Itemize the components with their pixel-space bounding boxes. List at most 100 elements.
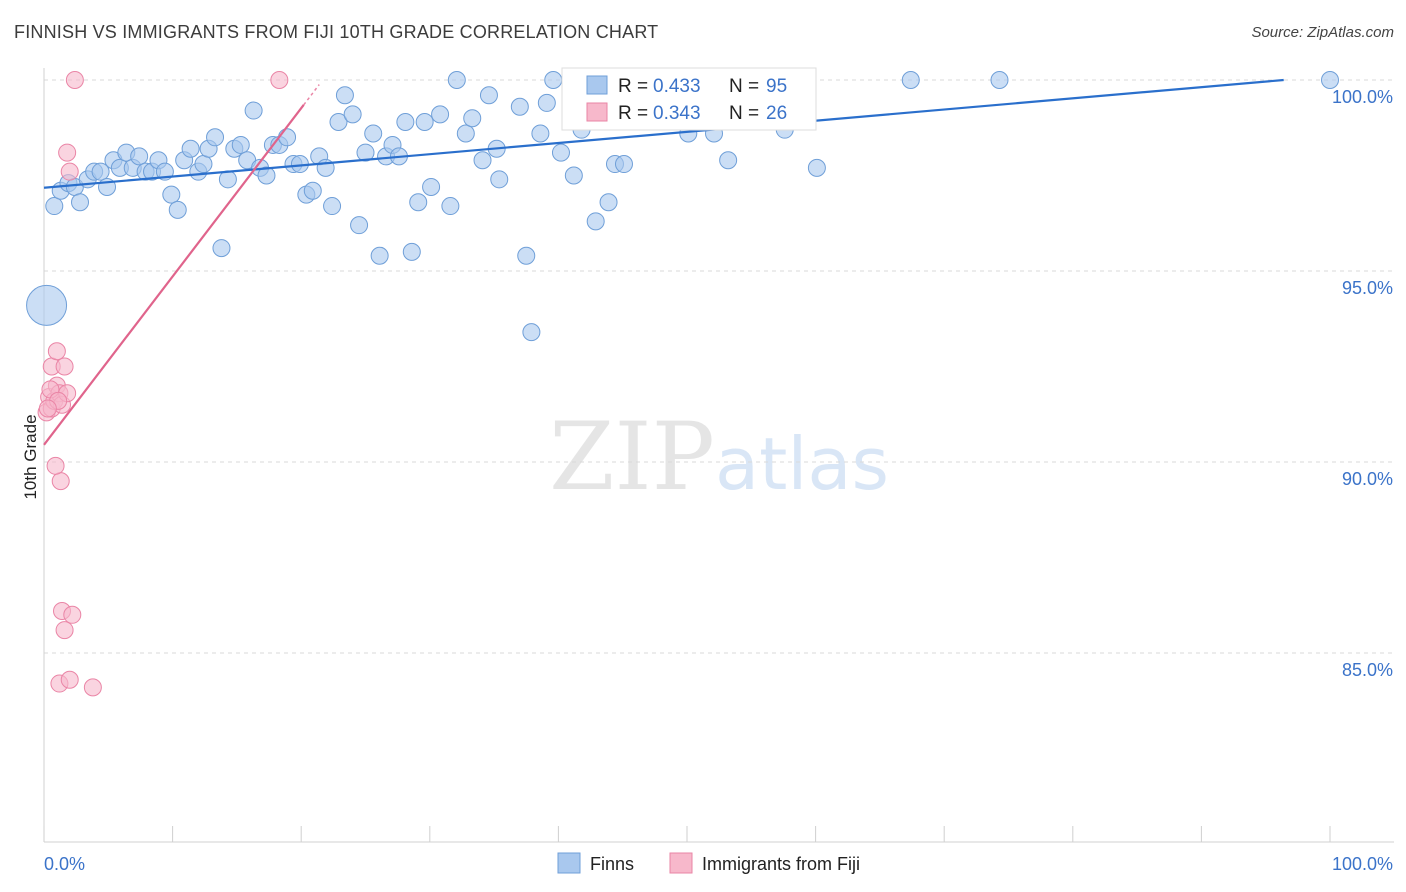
- finns-point-0: [26, 284, 68, 326]
- finns-point-89: [807, 158, 826, 177]
- y-tick-label-95: 95.0%: [1342, 278, 1393, 298]
- bottom-legend: Finns Immigrants from Fiji: [557, 852, 860, 874]
- fiji-trend-extension: [303, 84, 320, 106]
- fiji-point-13: [55, 357, 74, 376]
- watermark-atlas: atlas: [715, 422, 889, 506]
- finns-point-30: [231, 135, 250, 154]
- fiji-points: [37, 71, 289, 697]
- finns-point-24: [194, 155, 213, 174]
- stats-n-value-fiji: 26: [766, 103, 787, 124]
- finns-point-48: [350, 216, 369, 235]
- fiji-point-22: [46, 456, 65, 475]
- finns-point-37: [278, 128, 297, 147]
- finns-point-59: [422, 177, 441, 196]
- finns-point-74: [544, 71, 563, 89]
- finns-point-78: [586, 212, 605, 231]
- x-tick-label-max: 100.0%: [1332, 854, 1393, 874]
- fiji-point-21: [270, 71, 289, 89]
- stats-legend: R = 0.433 N = 95 R = 0.343 N = 26: [561, 67, 817, 131]
- fiji-point-19: [65, 71, 84, 89]
- finns-point-47: [343, 105, 362, 124]
- finns-point-55: [396, 113, 415, 132]
- finns-point-76: [564, 166, 583, 185]
- finns-point-50: [364, 124, 383, 143]
- finns-point-44: [323, 197, 342, 216]
- stats-r-label-finns: R =: [618, 76, 648, 97]
- finns-point-27: [212, 239, 231, 258]
- fiji-point-12: [55, 621, 74, 640]
- finns-point-41: [303, 181, 322, 200]
- legend-swatch-finns: [557, 852, 581, 874]
- fiji-point-9: [51, 472, 70, 491]
- finns-point-22: [181, 139, 200, 158]
- y-tick-label-90: 90.0%: [1342, 469, 1393, 489]
- fiji-point-17: [60, 670, 79, 689]
- finns-point-60: [431, 105, 450, 124]
- finns-point-49: [356, 143, 375, 162]
- stats-swatch-finns: [586, 75, 608, 95]
- y-tick-label-85: 85.0%: [1342, 660, 1393, 680]
- chart-title: FINNISH VS IMMIGRANTS FROM FIJI 10TH GRA…: [14, 22, 659, 42]
- fiji-point-5: [47, 342, 66, 361]
- finns-point-85: [719, 151, 738, 170]
- finns-point-79: [599, 193, 618, 212]
- stats-n-label-fiji: N =: [729, 103, 759, 124]
- finns-point-61: [441, 197, 460, 216]
- fiji-point-20: [83, 678, 102, 697]
- finns-point-46: [335, 86, 354, 105]
- legend-label-fiji: Immigrants from Fiji: [702, 854, 860, 874]
- finns-point-91: [990, 71, 1009, 89]
- finns-point-64: [463, 109, 482, 128]
- finns-trend-line: [43, 78, 1284, 189]
- finns-point-66: [479, 86, 498, 105]
- finns-point-81: [614, 155, 633, 174]
- finns-point-45: [329, 113, 348, 132]
- fiji-point-16: [60, 162, 79, 181]
- finns-point-70: [517, 246, 536, 265]
- finns-point-26: [206, 128, 225, 147]
- finns-point-14: [130, 147, 149, 166]
- finns-point-90: [901, 71, 920, 89]
- finns-point-56: [402, 242, 421, 261]
- stats-r-value-fiji: 0.343: [653, 103, 701, 124]
- finns-point-92: [1321, 71, 1339, 89]
- source-attribution: Source: ZipAtlas.com: [1251, 24, 1394, 41]
- fiji-point-25: [38, 399, 57, 418]
- stats-n-value-finns: 95: [766, 76, 787, 97]
- x-axis-ticks: [43, 826, 1331, 842]
- fiji-trend-line: [43, 104, 305, 446]
- finns-point-57: [409, 193, 428, 212]
- finns-point-58: [415, 113, 434, 132]
- finns-point-1: [45, 197, 64, 216]
- finns-point-72: [531, 124, 550, 143]
- finns-point-19: [162, 185, 181, 204]
- axes: [43, 68, 1394, 843]
- stats-swatch-fiji: [586, 102, 608, 122]
- finns-point-34: [257, 166, 276, 185]
- finns-point-32: [244, 101, 263, 120]
- finns-point-75: [551, 143, 570, 162]
- finns-point-28: [218, 170, 237, 189]
- finns-point-69: [510, 97, 529, 116]
- trend-lines: [43, 78, 1284, 446]
- stats-r-label-fiji: R =: [618, 103, 648, 124]
- finns-point-5: [71, 193, 90, 212]
- finns-point-63: [456, 124, 475, 143]
- stats-r-value-finns: 0.433: [653, 76, 701, 97]
- x-tick-label-min: 0.0%: [44, 854, 85, 874]
- legend-swatch-fiji: [669, 852, 693, 874]
- y-tick-labels: 85.0% 90.0% 95.0% 100.0%: [1332, 87, 1393, 680]
- stats-n-label-finns: N =: [729, 76, 759, 97]
- finns-point-51: [370, 246, 389, 265]
- finns-point-68: [490, 170, 509, 189]
- finns-point-20: [168, 200, 187, 219]
- finns-point-65: [473, 151, 492, 170]
- finns-point-8: [91, 162, 110, 181]
- fiji-point-18: [63, 605, 82, 624]
- fiji-point-15: [58, 143, 77, 162]
- finns-point-62: [447, 71, 466, 89]
- finns-point-71: [522, 323, 541, 342]
- y-tick-label-100: 100.0%: [1332, 87, 1393, 107]
- finns-point-73: [537, 93, 556, 112]
